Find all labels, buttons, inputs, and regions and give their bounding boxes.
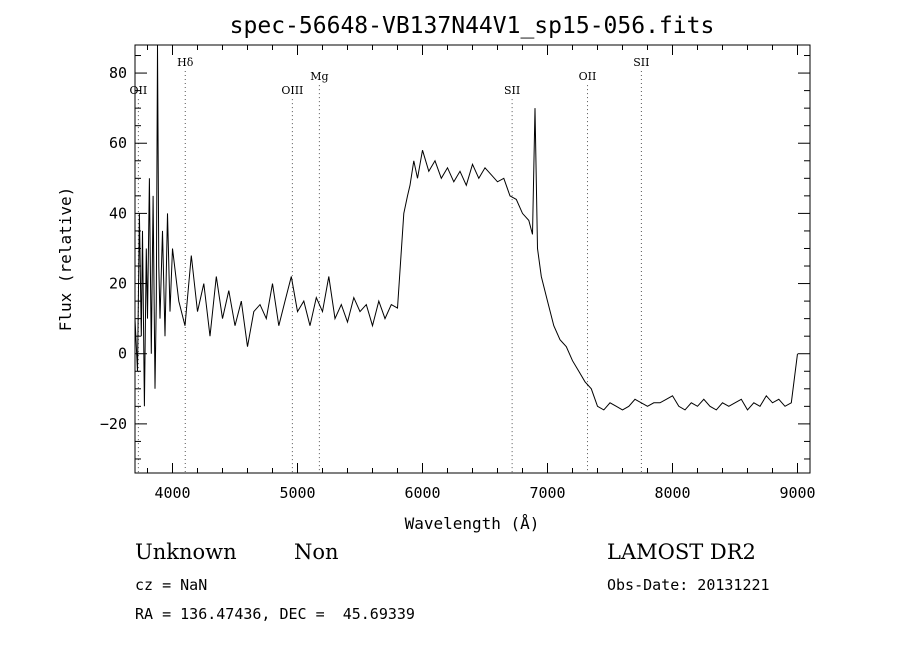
y-tick-label: 80 [109,64,127,82]
spectral-line-label: SII [633,56,649,69]
spectral-line-label: Mg [310,70,328,83]
y-tick-label: 0 [118,345,127,363]
spectral-line-label: SII [504,84,520,97]
y-tick-label: 20 [109,275,127,293]
x-tick-label: 8000 [654,484,690,502]
ra-dec-value: RA = 136.47436, DEC = 45.69339 [135,605,415,623]
y-axis-label: Flux (relative) [56,187,75,332]
x-tick-label: 6000 [404,484,440,502]
x-tick-label: 7000 [529,484,565,502]
class-label: Unknown [135,540,237,564]
cz-value: cz = NaN [135,576,208,594]
y-tick-label: 40 [109,204,127,222]
spectral-line-label: OIII [281,84,303,97]
x-axis-label: Wavelength (Å) [405,514,540,533]
y-tick-label: −20 [100,415,127,433]
survey-label: LAMOST DR2 [607,540,756,564]
spectrum-line [134,44,798,411]
chart-title: spec-56648-VB137N44V1_sp15-056.fits [230,13,715,39]
spectral-line-label: OII [579,70,597,83]
plot-frame [134,44,811,474]
spectral-line-label: Hδ [177,56,194,69]
y-tick-label: 60 [109,134,127,152]
x-tick-label: 5000 [279,484,315,502]
subclass-label: Non [294,540,339,564]
x-tick-label: 9000 [779,484,815,502]
x-tick-label: 4000 [154,484,190,502]
axis-ticks: 4000 5000 6000 7000 8000 9000 −20 0 20 40 60 80 [100,45,816,502]
obs-date: Obs-Date: 20131221 [607,576,770,594]
